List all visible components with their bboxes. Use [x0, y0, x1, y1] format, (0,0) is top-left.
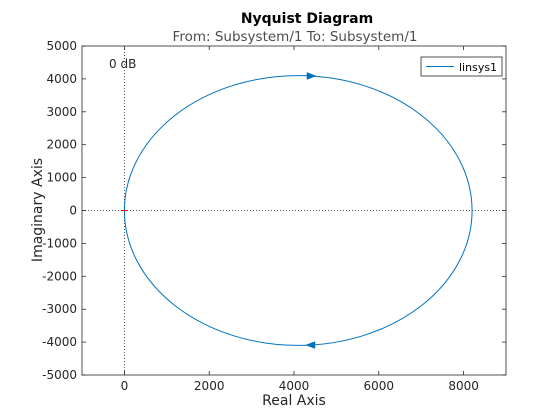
chart-subtitle: From: Subsystem/1 To: Subsystem/1: [173, 29, 418, 45]
legend-label-linsys1: linsys1: [459, 61, 497, 74]
y-axis-label: Imaginary Axis: [30, 158, 46, 262]
y-tick-label: 1000: [46, 171, 77, 185]
y-tick-label: -1000: [42, 236, 77, 250]
x-tick-label: 8000: [448, 379, 479, 393]
y-tick-label: 3000: [46, 105, 77, 119]
y-tick-label: 5000: [46, 39, 77, 53]
legend: linsys1: [421, 57, 502, 76]
x-tick-label: 4000: [279, 379, 310, 393]
y-tick-label: -2000: [42, 269, 77, 283]
x-tick-label: 2000: [194, 379, 225, 393]
zero-db-annotation: 0 dB: [109, 57, 136, 71]
y-tick-label: -3000: [42, 302, 77, 316]
y-tick-label: -5000: [42, 368, 77, 382]
y-tick-label: 0: [69, 204, 77, 218]
chart-title: Nyquist Diagram: [241, 11, 373, 27]
y-tick-label: -4000: [42, 335, 77, 349]
x-axis-label: Real Axis: [262, 393, 326, 409]
y-tick-label: 4000: [46, 72, 77, 86]
x-tick-label: 0: [121, 379, 129, 393]
y-tick-label: 2000: [46, 138, 77, 152]
x-tick-label: 6000: [364, 379, 395, 393]
